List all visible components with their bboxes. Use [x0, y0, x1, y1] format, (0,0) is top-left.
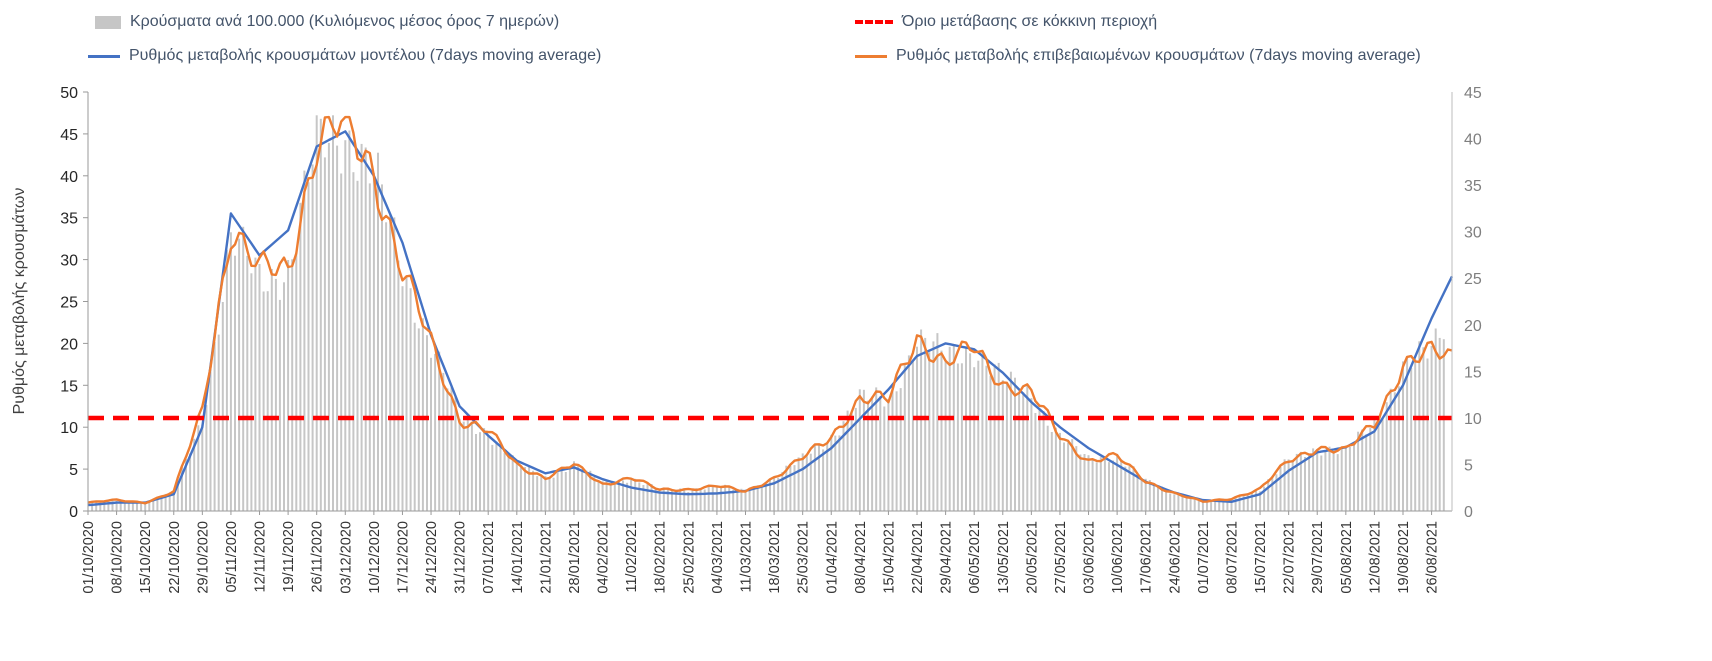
svg-text:10/06/2021: 10/06/2021 [1110, 521, 1126, 594]
svg-text:0: 0 [69, 504, 78, 521]
svg-text:15/07/2021: 15/07/2021 [1253, 521, 1269, 594]
svg-text:35: 35 [1464, 178, 1482, 195]
svg-text:24/12/2020: 24/12/2020 [424, 521, 440, 594]
bars-series [91, 115, 1445, 512]
svg-text:18/02/2021: 18/02/2021 [653, 521, 669, 594]
axes: 0 5 10 15 20 25 30 35 40 45 50 0 5 10 15 20 25 30 35 40 45 01… [60, 85, 1482, 594]
svg-text:15/04/2021: 15/04/2021 [881, 521, 897, 594]
svg-text:21/01/2021: 21/01/2021 [538, 521, 554, 594]
svg-text:30: 30 [60, 253, 78, 270]
svg-text:35: 35 [60, 211, 78, 228]
svg-text:24/06/2021: 24/06/2021 [1167, 521, 1183, 594]
svg-text:29/04/2021: 29/04/2021 [939, 521, 955, 594]
svg-text:22/07/2021: 22/07/2021 [1282, 521, 1298, 594]
svg-text:26/08/2021: 26/08/2021 [1425, 521, 1441, 594]
svg-text:08/10/2020: 08/10/2020 [110, 521, 126, 594]
dashed-line-swatch-icon [855, 20, 893, 24]
svg-text:27/05/2021: 27/05/2021 [1053, 521, 1069, 594]
svg-text:15: 15 [60, 378, 78, 395]
svg-text:20/05/2021: 20/05/2021 [1024, 521, 1040, 594]
svg-text:45: 45 [1464, 85, 1482, 102]
svg-text:11/03/2021: 11/03/2021 [739, 521, 755, 593]
svg-text:10/12/2020: 10/12/2020 [367, 521, 383, 594]
svg-text:29/07/2021: 29/07/2021 [1310, 521, 1326, 594]
svg-text:14/01/2021: 14/01/2021 [510, 521, 526, 594]
svg-text:22/10/2020: 22/10/2020 [167, 521, 183, 594]
legend-item-model-line: Ρυθμός μεταβολής κρουσμάτων μοντέλου (7d… [88, 47, 601, 65]
svg-text:25/03/2021: 25/03/2021 [796, 521, 812, 594]
svg-text:11/02/2021: 11/02/2021 [624, 521, 640, 593]
svg-text:15/10/2020: 15/10/2020 [138, 521, 154, 594]
bar-series-swatch-icon [95, 15, 121, 29]
legend-label-confirmed-line: Ρυθμός μεταβολής επιβεβαιωμένων κρουσμάτ… [896, 47, 1421, 64]
svg-text:40: 40 [1464, 132, 1482, 149]
svg-text:10: 10 [60, 420, 78, 437]
legend-item-cases-bars: Κρούσματα ανά 100.000 (Κυλιόμενος μέσος … [95, 13, 559, 31]
svg-text:05/08/2021: 05/08/2021 [1339, 521, 1355, 594]
svg-text:25/02/2021: 25/02/2021 [681, 521, 697, 594]
svg-text:25: 25 [60, 295, 78, 312]
svg-text:50: 50 [60, 85, 78, 102]
legend-label-cases-bars: Κρούσματα ανά 100.000 (Κυλιόμενος μέσος … [130, 13, 560, 30]
svg-text:10: 10 [1464, 411, 1482, 428]
svg-text:28/01/2021: 28/01/2021 [567, 521, 583, 594]
svg-text:01/07/2021: 01/07/2021 [1196, 521, 1212, 594]
svg-text:13/05/2021: 13/05/2021 [996, 521, 1012, 594]
svg-text:01/10/2020: 01/10/2020 [81, 521, 97, 594]
confirmed-rate-line [87, 115, 1453, 505]
svg-text:30: 30 [1464, 225, 1482, 242]
svg-text:22/04/2021: 22/04/2021 [910, 521, 926, 594]
svg-text:5: 5 [1464, 457, 1473, 474]
svg-text:5: 5 [69, 462, 78, 479]
svg-text:08/07/2021: 08/07/2021 [1225, 521, 1241, 594]
model-line-swatch-icon [88, 54, 120, 58]
svg-text:15: 15 [1464, 364, 1482, 381]
svg-text:01/04/2021: 01/04/2021 [824, 521, 840, 594]
svg-text:06/05/2021: 06/05/2021 [967, 521, 983, 594]
svg-text:17/12/2020: 17/12/2020 [396, 521, 412, 594]
svg-text:20: 20 [60, 336, 78, 353]
svg-text:45: 45 [60, 127, 78, 144]
svg-text:03/12/2020: 03/12/2020 [338, 521, 354, 594]
svg-text:03/06/2021: 03/06/2021 [1082, 521, 1098, 594]
model-rate-line [87, 130, 1454, 507]
svg-text:07/01/2021: 07/01/2021 [481, 521, 497, 594]
svg-text:18/03/2021: 18/03/2021 [767, 521, 783, 594]
svg-text:20: 20 [1464, 318, 1482, 335]
y-axis-title: Ρυθμός μεταβολής κρουσμάτων [11, 187, 28, 415]
svg-text:05/11/2020: 05/11/2020 [224, 521, 240, 593]
svg-text:12/11/2020: 12/11/2020 [253, 521, 269, 593]
svg-text:19/08/2021: 19/08/2021 [1396, 521, 1412, 594]
legend-item-confirmed-line: Ρυθμός μεταβολής επιβεβαιωμένων κρουσμάτ… [855, 47, 1421, 65]
svg-text:19/11/2020: 19/11/2020 [281, 521, 297, 593]
svg-text:40: 40 [60, 169, 78, 186]
svg-text:31/12/2020: 31/12/2020 [453, 521, 469, 594]
svg-text:12/08/2021: 12/08/2021 [1367, 521, 1383, 594]
legend-item-red-threshold: Όριο μετάβασης σε κόκκινη περιοχή [855, 13, 1157, 31]
svg-text:25: 25 [1464, 271, 1482, 288]
svg-text:04/03/2021: 04/03/2021 [710, 521, 726, 594]
svg-text:17/06/2021: 17/06/2021 [1139, 521, 1155, 594]
svg-text:08/04/2021: 08/04/2021 [853, 521, 869, 594]
legend-label-model-line: Ρυθμός μεταβολής κρουσμάτων μοντέλου (7d… [129, 47, 602, 64]
svg-text:0: 0 [1464, 504, 1473, 521]
confirmed-line-swatch-icon [855, 54, 887, 58]
legend-label-red-threshold: Όριο μετάβασης σε κόκκινη περιοχή [902, 13, 1158, 30]
svg-text:04/02/2021: 04/02/2021 [596, 521, 612, 594]
svg-text:29/10/2020: 29/10/2020 [195, 521, 211, 594]
svg-text:26/11/2020: 26/11/2020 [310, 521, 326, 593]
